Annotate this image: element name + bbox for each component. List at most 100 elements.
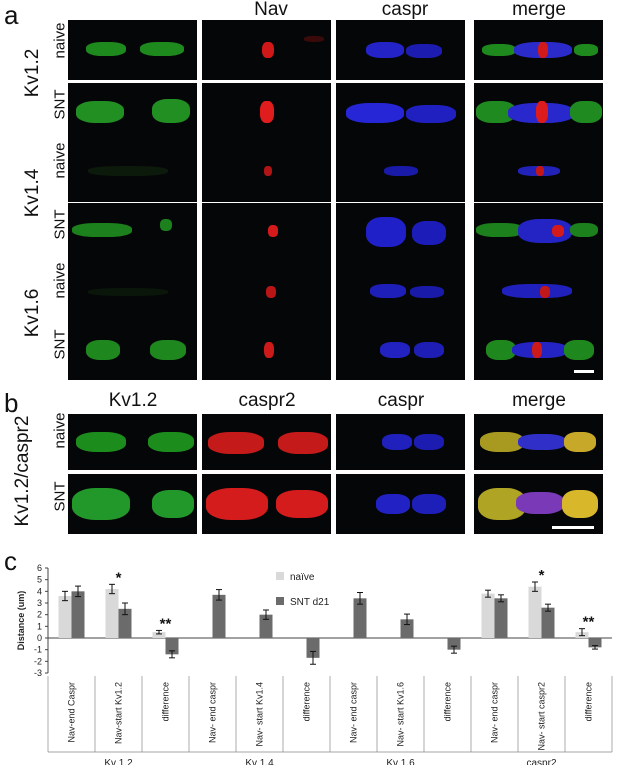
col-head-caspr: caspr bbox=[381, 0, 429, 20]
scale-bar-b bbox=[552, 526, 594, 529]
category-label: difference bbox=[161, 682, 171, 721]
image-b-snt-caspr bbox=[336, 474, 465, 534]
y-tick-label: 2 bbox=[37, 610, 42, 620]
legend-swatch bbox=[276, 597, 284, 605]
group-label: Kv 1.2 bbox=[104, 758, 133, 765]
image-kv12-naive-merge bbox=[474, 20, 603, 80]
scale-bar-a bbox=[574, 370, 594, 373]
col-head-b-caspr2: caspr2 bbox=[238, 390, 296, 411]
image-kv16-snt-merge bbox=[474, 320, 603, 380]
image-kv16-snt-kv bbox=[68, 320, 197, 380]
panel-c-letter: c bbox=[4, 546, 17, 576]
col-head-b-merge: merge bbox=[512, 390, 566, 411]
image-kv14-snt-merge bbox=[474, 203, 603, 263]
bar-naive bbox=[105, 589, 119, 638]
category-label: difference bbox=[302, 682, 312, 721]
image-kv16-naive-merge bbox=[474, 262, 603, 322]
category-label: Nav-start Kv1.2 bbox=[114, 682, 124, 744]
image-kv14-naive-caspr bbox=[336, 142, 465, 202]
row-label-kv14-snt: SNT bbox=[51, 209, 69, 240]
image-kv16-snt-nav bbox=[202, 320, 331, 380]
bar-snt bbox=[447, 638, 461, 650]
image-kv12-snt-merge bbox=[474, 83, 603, 143]
image-kv12-naive-caspr bbox=[336, 20, 465, 80]
bar-snt bbox=[306, 638, 320, 658]
bar-naive bbox=[152, 632, 166, 638]
image-kv14-naive-merge bbox=[474, 142, 603, 202]
image-b-naive-caspr bbox=[336, 414, 465, 470]
image-b-naive-kv12 bbox=[68, 414, 197, 470]
image-kv16-snt-caspr bbox=[336, 320, 465, 380]
y-tick-label: 6 bbox=[37, 563, 42, 573]
image-b-naive-merge bbox=[474, 414, 603, 470]
bar-snt bbox=[259, 614, 273, 638]
row-label-b-naive: naive bbox=[51, 412, 69, 449]
bar-snt bbox=[165, 638, 179, 655]
image-b-naive-caspr2 bbox=[202, 414, 331, 470]
col-head-nav: Nav bbox=[254, 0, 288, 20]
image-kv12-naive-kv bbox=[68, 20, 197, 80]
bar-naive bbox=[528, 586, 542, 638]
image-kv12-naive-nav bbox=[202, 20, 331, 80]
image-kv14-snt-kv bbox=[68, 203, 197, 263]
legend-label: naïve bbox=[290, 572, 315, 583]
y-tick-label: 4 bbox=[37, 586, 42, 596]
legend-swatch bbox=[276, 572, 284, 580]
significance-marker: ** bbox=[160, 615, 172, 632]
bar-snt bbox=[541, 607, 555, 638]
y-tick-label: 1 bbox=[37, 621, 42, 631]
image-kv16-naive-nav bbox=[202, 262, 331, 322]
group-label: Kv 1.6 bbox=[386, 758, 415, 765]
category-label: difference bbox=[584, 682, 594, 721]
legend-label: SNT d21 bbox=[290, 597, 330, 608]
significance-marker: * bbox=[116, 569, 122, 586]
group-label-kv12: Kv1.2 bbox=[22, 48, 43, 98]
y-tick-label: 3 bbox=[37, 598, 42, 608]
image-kv14-naive-kv bbox=[68, 142, 197, 202]
bar-snt bbox=[588, 638, 602, 648]
category-label: Nav- end caspr bbox=[349, 682, 359, 743]
bar-snt bbox=[494, 598, 508, 638]
y-tick-label: 5 bbox=[37, 575, 42, 585]
category-label: Nav- start caspr2 bbox=[537, 682, 547, 751]
row-label-kv16-snt: SNT bbox=[51, 329, 69, 360]
image-kv12-snt-nav bbox=[202, 83, 331, 143]
row-label-b-snt: SNT bbox=[51, 481, 69, 512]
category-label: Nav- end caspr bbox=[208, 682, 218, 743]
group-label-kv14: Kv1.4 bbox=[22, 168, 43, 218]
y-axis-label: Distance (um) bbox=[16, 591, 26, 651]
image-kv12-snt-caspr bbox=[336, 83, 465, 143]
image-kv14-snt-caspr bbox=[336, 203, 465, 263]
image-kv14-naive-nav bbox=[202, 142, 331, 202]
panel-b-letter: b bbox=[4, 388, 19, 418]
col-head-b-caspr: caspr bbox=[377, 390, 425, 411]
row-label-kv14-naive: naive bbox=[51, 142, 69, 179]
bar-naive bbox=[481, 593, 495, 638]
image-kv12-snt-kv bbox=[68, 83, 197, 143]
row-label-kv12-snt: SNT bbox=[51, 89, 69, 120]
image-kv16-naive-kv bbox=[68, 262, 197, 322]
col-head-b-kv12: Kv1.2 bbox=[108, 390, 158, 411]
row-label-kv16-naive: naive bbox=[51, 262, 69, 299]
y-tick-label: -2 bbox=[34, 656, 42, 666]
significance-marker: ** bbox=[583, 614, 595, 631]
image-b-snt-merge bbox=[474, 474, 603, 534]
bar-naive bbox=[58, 596, 72, 638]
bar-snt bbox=[353, 598, 367, 638]
category-label: difference bbox=[443, 682, 453, 721]
bar-snt bbox=[71, 591, 85, 638]
category-label: Nav- start Kv1.4 bbox=[255, 682, 265, 747]
image-b-snt-caspr2 bbox=[202, 474, 331, 534]
significance-marker: * bbox=[539, 567, 545, 584]
panel-a-letter: a bbox=[4, 0, 19, 30]
image-b-snt-kv12 bbox=[68, 474, 197, 534]
bar-snt bbox=[400, 619, 414, 638]
bar-snt bbox=[118, 608, 132, 638]
row-label-kv12-naive: naive bbox=[51, 22, 69, 59]
group-label: Kv 1.4 bbox=[245, 758, 274, 765]
category-label: Nav- start Kv1.6 bbox=[396, 682, 406, 747]
group-label-kv16: Kv1.6 bbox=[22, 288, 43, 338]
col-head-merge: merge bbox=[512, 0, 566, 20]
y-tick-label: -1 bbox=[34, 645, 42, 655]
